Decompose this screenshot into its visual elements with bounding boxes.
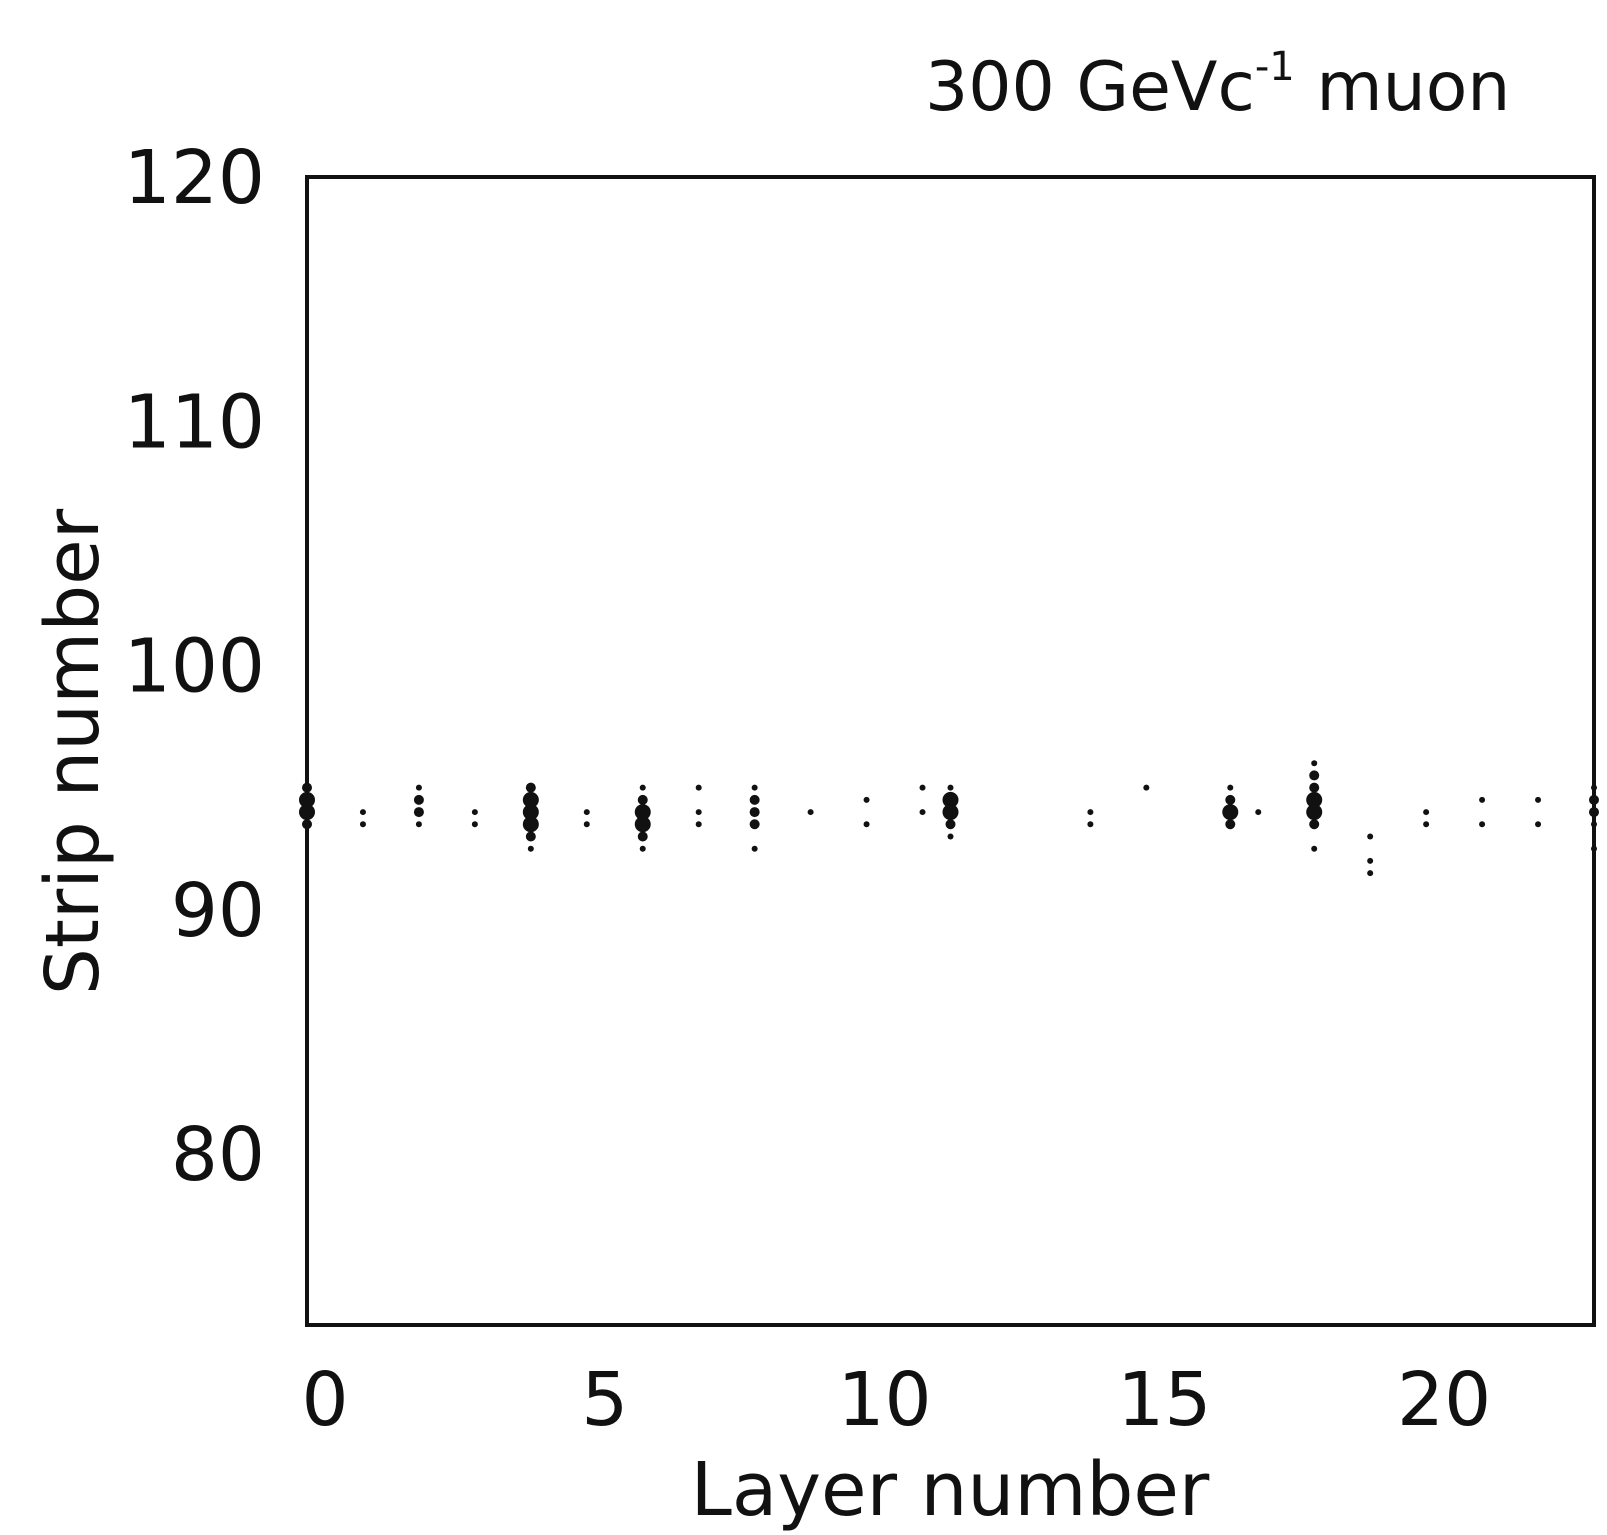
data-point [522, 791, 539, 808]
data-point [1423, 809, 1430, 816]
data-point [919, 784, 926, 791]
data-point [1225, 819, 1236, 830]
data-point [1535, 796, 1542, 803]
data-point [634, 816, 651, 833]
chart-title-suffix: muon [1295, 48, 1511, 127]
data-point [695, 821, 702, 828]
data-point [1306, 791, 1323, 808]
x-tick-label: 15 [1117, 1357, 1211, 1443]
data-point [637, 794, 648, 805]
chart-title-superscript: -1 [1255, 44, 1295, 90]
data-point [947, 833, 954, 840]
data-point [471, 821, 478, 828]
data-point [1309, 770, 1320, 781]
data-point [1479, 796, 1486, 803]
data-point [1225, 794, 1236, 805]
y-tick-label: 120 [124, 135, 265, 221]
x-axis-label: Layer number [691, 1447, 1210, 1533]
data-point [1591, 784, 1597, 791]
y-tick-label: 90 [171, 868, 265, 954]
data-point [1591, 845, 1597, 852]
data-point [359, 809, 366, 816]
data-point [583, 821, 590, 828]
data-point [359, 821, 366, 828]
data-point [1311, 845, 1318, 852]
data-point [299, 804, 315, 821]
data-point [299, 791, 315, 808]
data-point [527, 845, 534, 852]
data-point [751, 845, 758, 852]
data-point [1309, 782, 1320, 793]
chart-title-main: 300 GeVc [925, 48, 1255, 127]
data-point [637, 831, 648, 842]
y-tick-label: 100 [124, 624, 265, 710]
data-point [1087, 809, 1094, 816]
data-point [634, 804, 651, 821]
data-point [807, 809, 814, 816]
data-point [1423, 821, 1430, 828]
y-axis-ticks: 80 90 100 110 120 [124, 135, 265, 1198]
data-point [1306, 804, 1323, 821]
data-point [1535, 821, 1542, 828]
data-point [302, 819, 312, 830]
data-point [863, 796, 870, 803]
data-point [863, 821, 870, 828]
data-point [942, 804, 959, 821]
x-tick-label: 20 [1397, 1357, 1491, 1443]
data-point [1591, 821, 1597, 828]
data-point [749, 807, 760, 818]
data-point [945, 819, 956, 830]
data-point [749, 794, 760, 805]
data-point [1589, 807, 1599, 818]
data-point [1589, 794, 1599, 805]
data-point [522, 804, 539, 821]
data-point [1255, 809, 1262, 816]
y-axis-label: Strip number [30, 508, 116, 995]
data-point [413, 794, 424, 805]
data-point [525, 831, 536, 842]
data-point [751, 784, 758, 791]
data-point [919, 809, 926, 816]
data-point [1367, 857, 1374, 864]
y-tick-label: 110 [124, 379, 265, 465]
data-point [1143, 784, 1150, 791]
data-point [695, 809, 702, 816]
data-point [302, 782, 312, 793]
plot-frame [305, 175, 1596, 1327]
data-point [1222, 804, 1239, 821]
data-point [639, 845, 646, 852]
data-point [695, 784, 702, 791]
y-tick-label: 80 [171, 1112, 265, 1198]
chart-title: 300 GeVc-1 muon [925, 44, 1510, 127]
data-point [415, 821, 422, 828]
data-point [525, 782, 536, 793]
data-point [1367, 833, 1374, 840]
data-point [1367, 870, 1374, 877]
data-point [1479, 821, 1486, 828]
x-tick-label: 5 [581, 1357, 628, 1443]
data-point [1087, 821, 1094, 828]
data-points [299, 760, 1599, 877]
data-point [947, 784, 954, 791]
data-point [749, 819, 760, 830]
data-point [413, 807, 424, 818]
x-tick-label: 10 [837, 1357, 931, 1443]
data-point [583, 809, 590, 816]
x-tick-label: 0 [301, 1357, 348, 1443]
data-point [1309, 819, 1320, 830]
data-point [471, 809, 478, 816]
data-point [522, 816, 539, 833]
data-point [415, 784, 422, 791]
data-point [639, 784, 646, 791]
data-point [1227, 784, 1234, 791]
data-point [942, 791, 959, 808]
x-axis-ticks: 0 5 10 15 20 [301, 1357, 1491, 1443]
data-point [1311, 760, 1318, 767]
